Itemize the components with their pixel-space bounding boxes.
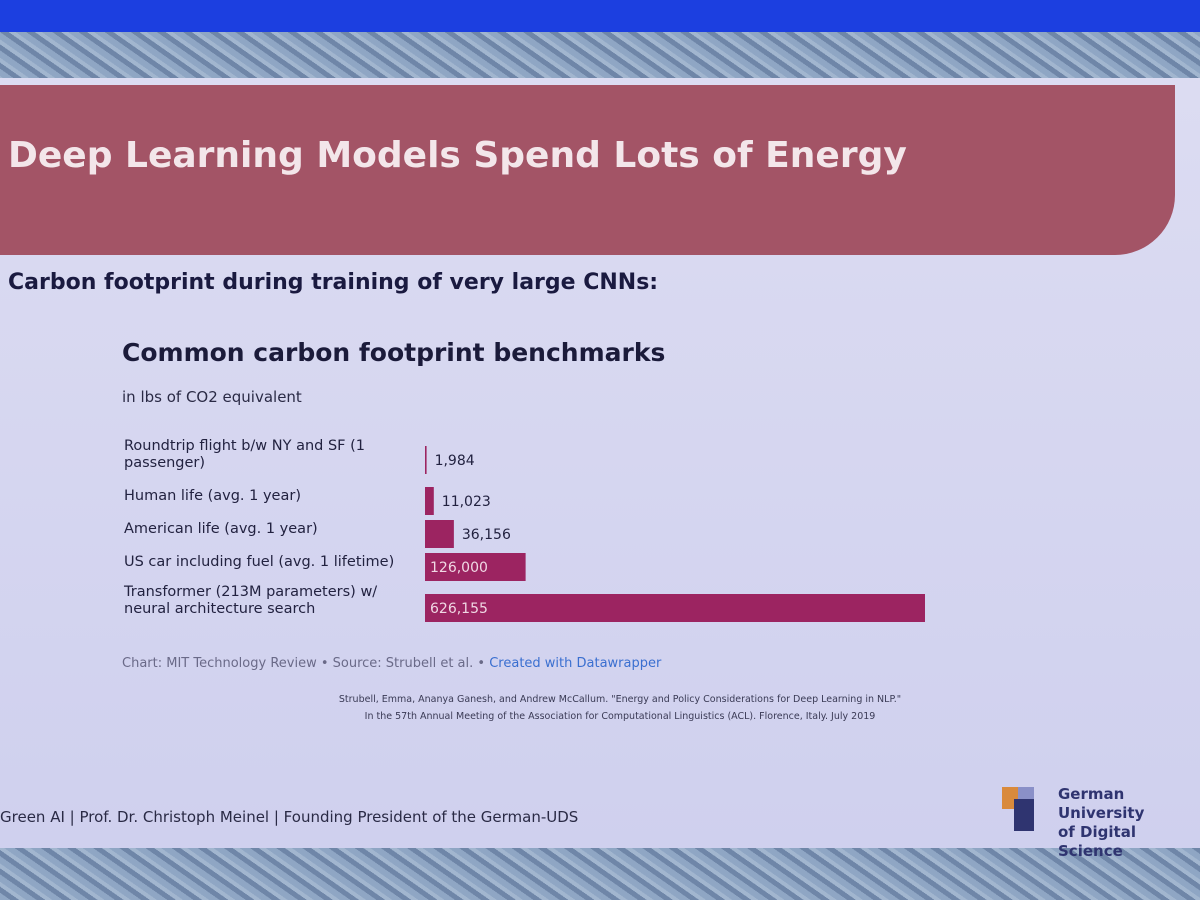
value-label: 1,984 bbox=[435, 453, 475, 469]
header-band bbox=[0, 85, 1175, 255]
slide-title: Deep Learning Models Spend Lots of Energ… bbox=[8, 135, 907, 176]
category-label: American life (avg. 1 year) bbox=[124, 521, 318, 537]
credit: Created with Datawrapper bbox=[489, 656, 662, 671]
top-band bbox=[0, 0, 1200, 32]
citation: In the 57th Annual Meeting of the Associ… bbox=[364, 711, 876, 722]
source-text: Chart: MIT Technology Review • Source: S… bbox=[122, 656, 486, 671]
chart-title: Common carbon footprint benchmarks bbox=[122, 338, 666, 367]
bar bbox=[425, 553, 526, 581]
logo-mark bbox=[1002, 787, 1034, 831]
value-label: 126,000 bbox=[430, 560, 488, 576]
value-label: 11,023 bbox=[442, 494, 491, 510]
category-label: Human life (avg. 1 year) bbox=[124, 488, 301, 504]
value-label: 36,156 bbox=[462, 527, 511, 543]
chart-subtitle: in lbs of CO2 equivalent bbox=[122, 388, 302, 406]
category-label: Roundtrip flight b/w NY and SF (1 passen… bbox=[124, 438, 366, 471]
bar bbox=[425, 446, 427, 474]
logo-line: German University bbox=[1058, 785, 1145, 822]
category-label: US car including fuel (avg. 1 lifetime) bbox=[124, 554, 395, 570]
logo-text: German University of Digital Science bbox=[1058, 785, 1200, 861]
bar bbox=[425, 487, 434, 515]
slide-subtitle: Carbon footprint during training of very… bbox=[8, 270, 659, 295]
chart-source: Chart: MIT Technology Review • Source: S… bbox=[122, 656, 661, 671]
value-label: 626,155 bbox=[430, 601, 488, 617]
citation: Strubell, Emma, Ananya Ganesh, and Andre… bbox=[338, 694, 902, 705]
category-label: Transformer (213M parameters) w/ neural … bbox=[124, 584, 378, 617]
bar bbox=[425, 520, 454, 548]
footer: Green AI | Prof. Dr. Christoph Meinel | … bbox=[0, 808, 579, 826]
logo-line: of Digital Science bbox=[1058, 823, 1136, 860]
bar bbox=[425, 594, 925, 622]
